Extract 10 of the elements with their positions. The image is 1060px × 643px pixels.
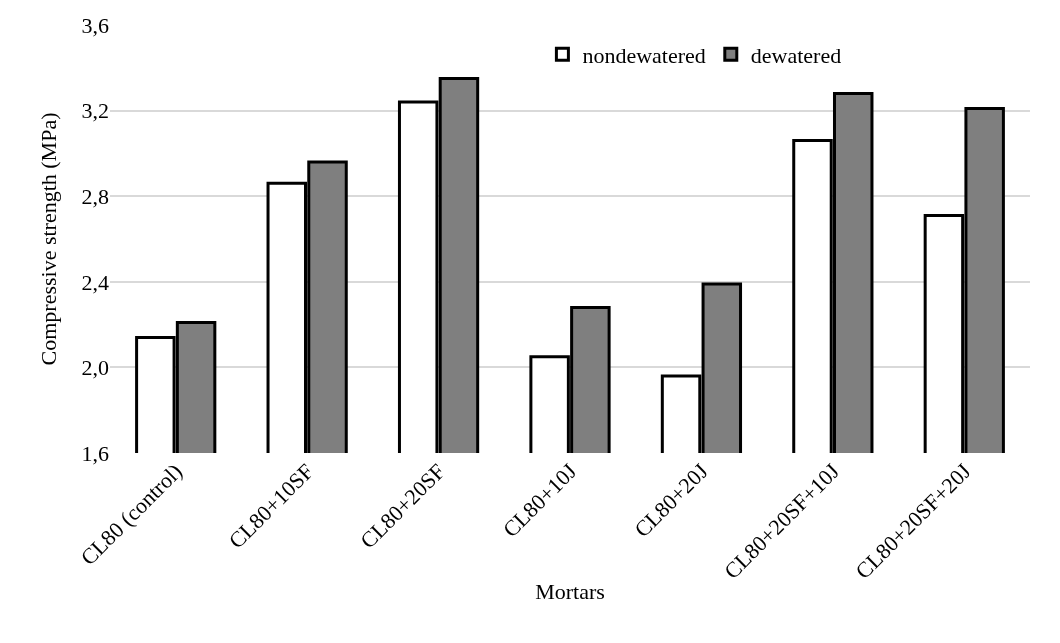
y-tick-label: 2,8 [81,183,109,209]
y-tick-label: 1,6 [81,440,109,466]
y-axis-title: Compressive strength (MPa) [36,112,61,366]
y-tick-label: 2,4 [81,269,109,295]
legend-label: dewatered [750,42,842,68]
legend-label: nondewatered [582,42,706,68]
y-tick-label: 3,6 [81,12,109,38]
x-axis-title: Mortars [535,578,605,604]
y-tick-label: 2,0 [81,355,109,381]
y-tick-label: 3,2 [81,98,109,124]
